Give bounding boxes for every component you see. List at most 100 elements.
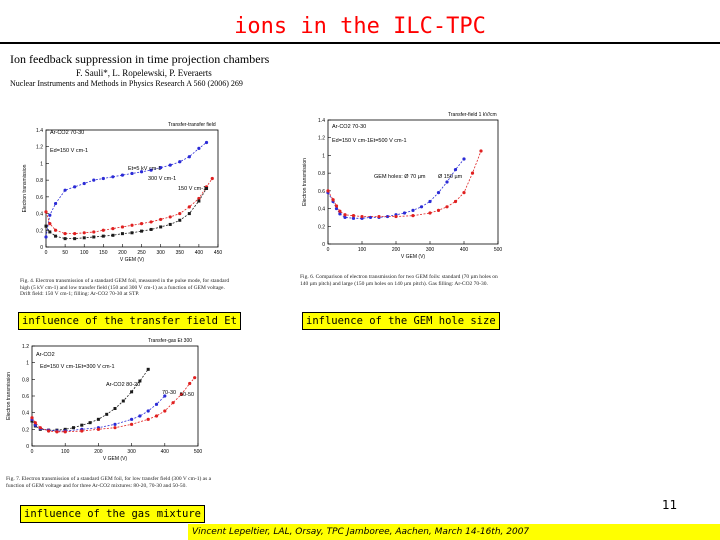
x-tick-label: 100	[358, 247, 367, 253]
chart-annotation: Et=500 V cm-1	[370, 138, 407, 144]
data-point	[139, 222, 144, 226]
data-point	[63, 427, 67, 431]
figure-gas-mixture: Transfer-gas Et 300 0 0.2 0.4 0.6 0.8 1 1.2 0 100…	[2, 334, 230, 500]
x-tick-label: 300	[156, 250, 165, 256]
y-tick-label: 0	[322, 242, 325, 248]
chart-annotation: 50-50	[180, 392, 194, 398]
data-point	[92, 230, 96, 234]
paper-title: Ion feedback suppression in time project…	[10, 52, 270, 66]
data-point	[113, 426, 117, 430]
chart-annotation: 300 V cm-1	[148, 176, 176, 182]
label-transfer-field: influence of the transfer field Et	[18, 312, 241, 330]
data-point	[168, 222, 172, 226]
data-point	[92, 178, 96, 182]
y-axis-label: Electron transmission	[6, 372, 12, 420]
y-tick-label: 1	[322, 153, 325, 159]
data-point	[187, 155, 191, 159]
data-point	[436, 191, 441, 195]
data-point	[111, 175, 115, 179]
x-tick-label: 500	[494, 247, 503, 253]
chart-title: Transfer-field 1 kV/cm	[448, 112, 497, 118]
data-point	[54, 234, 58, 238]
y-tick-label: 0.6	[22, 394, 29, 400]
data-point	[154, 414, 159, 418]
x-tick-label: 0	[45, 250, 48, 256]
paper-journal: Nuclear Instruments and Methods in Physi…	[10, 79, 243, 88]
x-tick-label: 200	[94, 449, 103, 455]
data-point	[168, 215, 172, 219]
plot-frame	[45, 129, 219, 248]
y-tick-label: 1	[26, 361, 29, 367]
data-point	[138, 414, 142, 418]
y-axis-label: Electron transmission	[302, 158, 308, 206]
page-number: 11	[662, 498, 678, 512]
label-gas-mixture: influence of the gas mixture	[20, 505, 206, 523]
x-tick-label: 100	[80, 250, 89, 256]
data-point	[48, 230, 52, 234]
data-point	[53, 228, 58, 232]
x-axis-label: V GEM (V)	[103, 456, 128, 462]
data-point	[163, 394, 167, 398]
figure-transfer-field: Transfer-transfer field 0 0.2 0.4 0.6 0.8 1 1.2…	[18, 112, 248, 312]
data-point	[47, 429, 51, 433]
figure-caption: Fig. 4. Electron transmission of a stand…	[20, 278, 230, 297]
data-point	[205, 187, 209, 190]
data-point	[149, 227, 153, 231]
y-tick-label: 1.4	[36, 128, 43, 134]
data-point	[163, 409, 167, 413]
x-tick-label: 400	[161, 449, 170, 455]
label-hole-size: influence of the GEM hole size	[302, 312, 500, 330]
data-point	[453, 168, 458, 172]
data-point	[72, 426, 75, 430]
x-tick-label: 400	[195, 250, 204, 256]
data-point	[462, 157, 466, 161]
y-tick-label: 0.4	[22, 411, 29, 417]
x-tick-label: 300	[426, 247, 435, 253]
chart-annotation: Ø 150 µm	[438, 174, 463, 180]
y-axis-label: Electron transmission	[22, 164, 28, 212]
plot-frame	[31, 345, 199, 447]
data-point	[139, 170, 144, 174]
x-tick-label: 0	[31, 449, 34, 455]
data-point	[419, 205, 424, 209]
data-point	[377, 214, 381, 219]
data-point	[73, 185, 77, 189]
y-tick-label: 0.8	[36, 178, 43, 184]
x-tick-label: 350	[176, 250, 185, 256]
data-point	[82, 181, 86, 186]
data-point	[82, 236, 86, 240]
data-point	[154, 402, 159, 406]
data-point	[197, 199, 201, 203]
x-tick-label: 0	[327, 247, 330, 253]
data-point	[44, 235, 48, 239]
chart-annotation: Ar-CO2 80-20	[106, 382, 140, 388]
data-point	[82, 231, 86, 235]
data-point	[436, 208, 441, 212]
paper-header: Ion feedback suppression in time project…	[10, 52, 310, 88]
x-tick-label: 250	[137, 250, 146, 256]
chart-transfer-field: Transfer-transfer field 0 0.2 0.4 0.6 0.8 1 1.2…	[22, 122, 223, 263]
data-point	[120, 173, 125, 177]
x-tick-label: 100	[61, 449, 70, 455]
data-point	[168, 163, 172, 167]
data-point	[149, 168, 153, 172]
x-tick-label: 450	[214, 250, 223, 256]
data-point	[187, 212, 191, 216]
data-point	[55, 430, 59, 434]
data-point	[146, 409, 150, 413]
data-point	[428, 199, 432, 204]
data-point	[338, 209, 342, 213]
data-point	[159, 225, 163, 229]
data-point	[120, 225, 125, 229]
data-point	[38, 426, 42, 430]
data-point	[351, 214, 356, 218]
data-point	[33, 423, 37, 427]
data-point	[130, 231, 134, 235]
data-point	[385, 214, 390, 219]
data-point	[73, 232, 77, 236]
data-point	[204, 140, 209, 145]
figure-caption: Fig. 6. Comparison of electron transmiss…	[300, 274, 498, 287]
y-tick-label: 1.2	[22, 344, 29, 350]
data-point	[130, 171, 134, 176]
chart-annotation: GEM holes: Ø 70 µm	[374, 174, 426, 180]
